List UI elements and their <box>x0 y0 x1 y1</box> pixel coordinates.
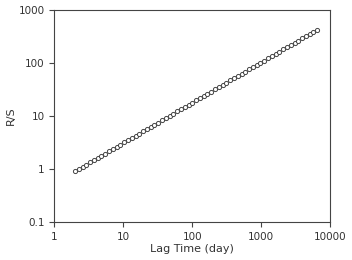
Point <box>171 112 176 116</box>
Point <box>114 145 119 149</box>
Point <box>99 154 104 158</box>
Point <box>303 34 309 38</box>
Point <box>159 118 165 122</box>
Point <box>91 158 97 162</box>
Point <box>156 120 161 125</box>
Point <box>102 152 108 156</box>
Point <box>254 63 259 67</box>
Point <box>212 87 218 92</box>
Point <box>231 76 237 80</box>
Point <box>80 165 85 169</box>
Point <box>288 43 294 47</box>
Point <box>167 114 172 118</box>
Point <box>280 47 286 51</box>
Point <box>137 132 142 136</box>
Point <box>216 85 222 89</box>
Point <box>299 36 305 41</box>
Point <box>265 56 271 60</box>
Point <box>220 83 225 87</box>
Point <box>186 103 191 107</box>
Point <box>197 96 203 100</box>
Point <box>277 50 282 54</box>
Point <box>193 98 199 102</box>
Point <box>246 67 252 72</box>
Point <box>174 109 180 114</box>
Point <box>121 140 127 145</box>
Point <box>125 138 131 142</box>
Point <box>76 167 82 171</box>
Point <box>87 160 93 165</box>
Point <box>235 74 240 78</box>
Point <box>295 38 301 43</box>
Point <box>224 81 229 85</box>
X-axis label: Lag Time (day): Lag Time (day) <box>150 244 234 255</box>
Point <box>118 143 123 147</box>
Point <box>182 105 188 109</box>
Point <box>258 61 263 65</box>
Point <box>269 54 275 58</box>
Point <box>189 101 195 105</box>
Point <box>307 32 313 36</box>
Point <box>163 116 169 120</box>
Point <box>262 58 267 63</box>
Point <box>144 127 150 131</box>
Point <box>133 134 138 138</box>
Point <box>129 136 134 140</box>
Point <box>95 156 100 160</box>
Point <box>250 65 256 69</box>
Point <box>273 52 278 56</box>
Point <box>314 28 320 32</box>
Point <box>178 107 184 111</box>
Point <box>208 89 214 94</box>
Point <box>106 149 112 153</box>
Y-axis label: R/S: R/S <box>6 106 15 125</box>
Point <box>310 30 316 34</box>
Point <box>72 169 78 173</box>
Point <box>292 41 297 45</box>
Point <box>110 147 115 151</box>
Point <box>201 94 207 98</box>
Point <box>284 45 290 49</box>
Point <box>227 79 233 83</box>
Point <box>239 72 244 76</box>
Point <box>205 92 210 96</box>
Point <box>152 123 157 127</box>
Point <box>83 162 89 167</box>
Point <box>140 129 146 133</box>
Point <box>243 70 248 74</box>
Point <box>148 125 153 129</box>
